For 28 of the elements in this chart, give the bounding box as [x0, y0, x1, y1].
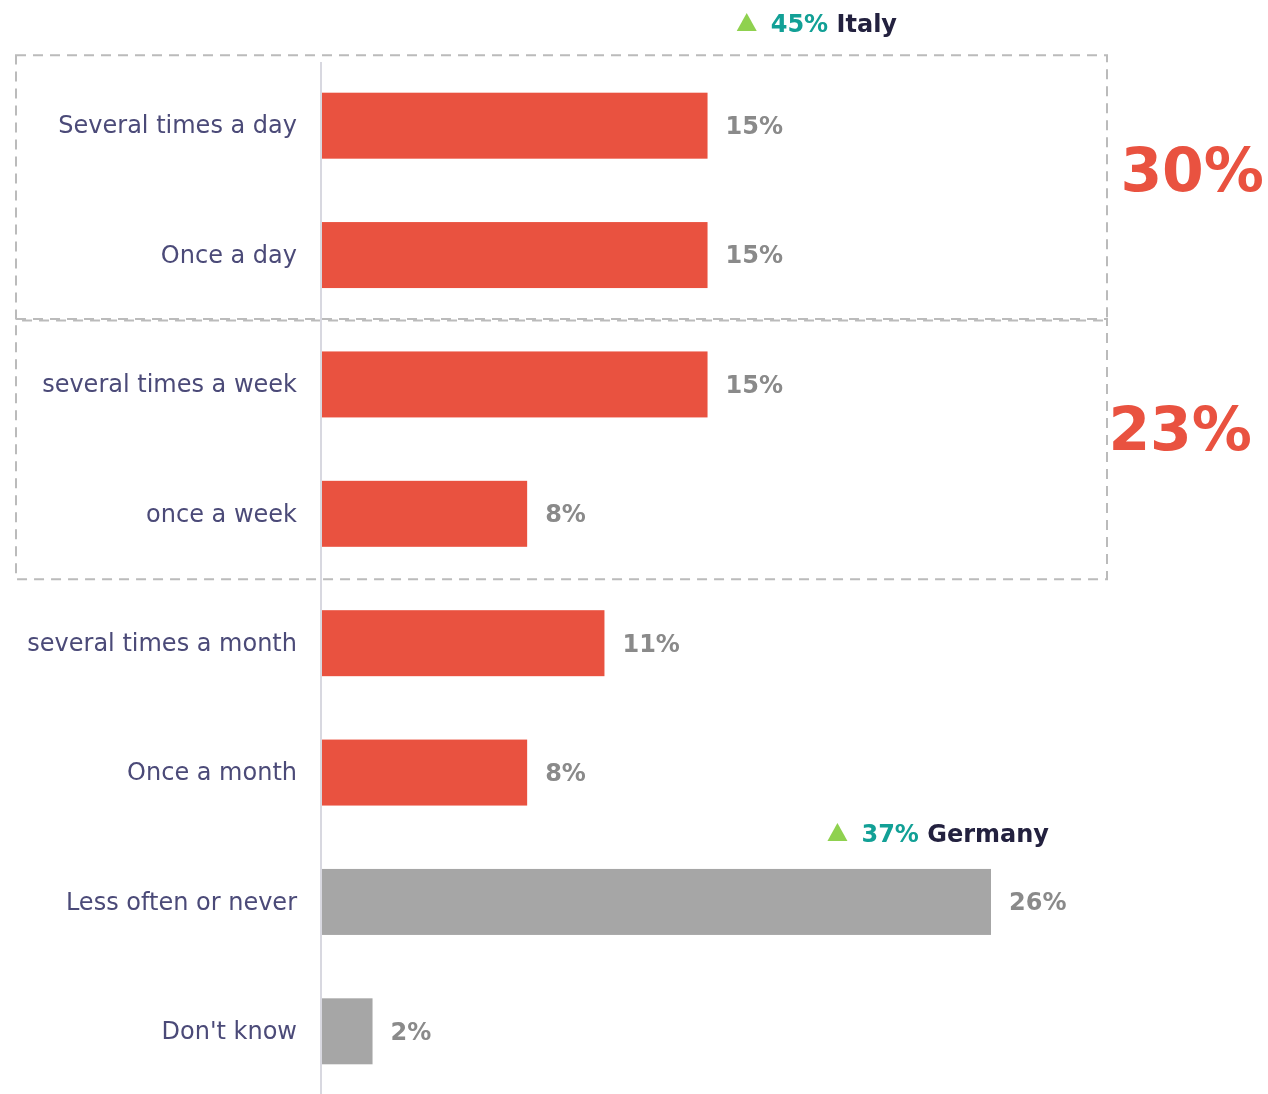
data-label: 2%: [390, 1017, 432, 1046]
bar: [321, 610, 605, 677]
data-label: 8%: [545, 500, 586, 529]
bar: [321, 998, 373, 1065]
data-label: 15%: [725, 241, 783, 270]
data-label: 15%: [725, 370, 783, 399]
bar: [321, 92, 708, 159]
y-tick-label: Once a day: [160, 240, 297, 269]
data-label: 8%: [545, 758, 586, 787]
bar: [321, 480, 528, 547]
text: 45% Italy: [770, 10, 898, 38]
data-label: 11%: [622, 629, 680, 658]
data-label: 15%: [725, 112, 783, 141]
text: 30%: [1120, 135, 1264, 206]
data-label: 26%: [1009, 888, 1067, 917]
annotation: 37% Germany: [861, 820, 1050, 848]
y-tick-label: several times a week: [42, 370, 298, 399]
bar: [321, 351, 708, 418]
y-tick-label: Once a month: [127, 758, 297, 787]
y-tick-label: several times a month: [27, 628, 297, 657]
bar: [321, 739, 528, 806]
y-tick-label: once a week: [146, 499, 298, 528]
bar: [321, 222, 708, 289]
text: 23%: [1108, 394, 1252, 465]
y-tick-label: Don't know: [161, 1016, 297, 1045]
y-tick-label: Several times a day: [58, 111, 297, 140]
bar: [321, 868, 991, 935]
y-tick-label: Less often or never: [65, 887, 298, 916]
